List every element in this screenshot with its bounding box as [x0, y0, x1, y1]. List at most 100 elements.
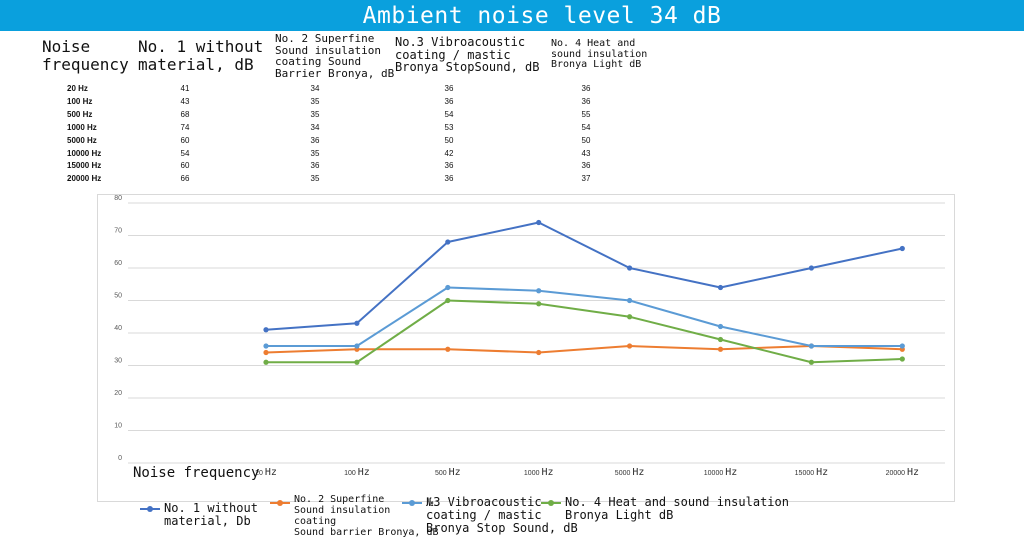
table-cell-v2: 35: [310, 174, 320, 184]
series-2-point: [717, 346, 724, 352]
table-row-frequency: 20 Hz: [67, 84, 88, 93]
table-cell-v4: 43: [581, 148, 591, 158]
table-row-frequency: 10000 Hz: [67, 148, 102, 158]
legend-label: No. 2 Superfine Sound insulation coating…: [294, 494, 439, 538]
table-header-line: coating Sound: [275, 55, 362, 69]
table-cell-v3: 36: [444, 96, 454, 106]
table-cell-v2: 35: [310, 96, 320, 106]
series-line-1: [265, 221, 903, 331]
table-header-line: No.3 Vibroacoustic: [395, 35, 526, 49]
x-tick-unit: Hz: [265, 467, 277, 478]
series-3-point: [354, 343, 360, 349]
x-tick-label: 15000 Hz: [795, 467, 828, 478]
table-cell-v1: 68: [180, 109, 190, 119]
series-2-point: [445, 346, 451, 352]
x-tick-unit: Hz: [449, 467, 461, 478]
table-cell-v1: 60: [180, 161, 190, 171]
x-tick-unit: Hz: [632, 467, 644, 478]
table-cell-v3: 42: [444, 148, 454, 158]
table-header-line: Sound insulation: [275, 43, 381, 57]
series-4-point: [899, 356, 905, 362]
y-tick-label: 70: [114, 228, 122, 235]
table-cell-v4: 50: [581, 135, 591, 145]
x-axis-label: Noise frequency: [133, 465, 259, 481]
series-3-point: [263, 343, 269, 349]
x-tick-label: 500 Hz: [435, 467, 461, 478]
legend-swatch: [140, 503, 160, 513]
x-tick-label: 20 Hz: [255, 467, 277, 478]
series-1-point: [717, 284, 724, 291]
table-header-1: Noise frequency: [42, 37, 129, 75]
table-cell-v4: 55: [581, 109, 591, 119]
table-header-line: Noise: [42, 37, 91, 56]
series-2-point: [627, 343, 633, 349]
table-cell-v3: 53: [444, 122, 454, 132]
table-row-frequency: 1000 Hz: [67, 122, 97, 132]
table-cell-v2: 36: [310, 135, 320, 145]
table-header-line: No. 4 Heat and: [551, 38, 636, 49]
series-4-point: [717, 336, 724, 343]
series-4-point: [808, 359, 815, 365]
table-cell-v1: 54: [180, 148, 190, 158]
series-3-point: [536, 288, 542, 294]
x-tick-label: 10000 Hz: [704, 467, 737, 478]
legend-label: No. 1 without material, Db: [164, 501, 258, 529]
series-3-point: [627, 297, 633, 304]
table-cell-v2: 35: [310, 148, 320, 158]
legend-item-4: No. 4 Heat and sound insulation Bronya L…: [541, 495, 789, 523]
legend-item-3: №3 Vibroacoustic coating / mastic Bronya…: [402, 495, 578, 536]
table-cell-v1: 41: [180, 84, 190, 93]
x-tick-label: 1000 Hz: [524, 467, 554, 478]
table-cell-v2: 34: [310, 84, 320, 93]
table-header-line: Bronya Light dB: [551, 59, 642, 70]
table-cell-v3: 36: [444, 161, 454, 171]
x-tick-label: 100 Hz: [344, 467, 370, 478]
table-header-line: coating / mastic: [395, 47, 511, 62]
legend-label: №3 Vibroacoustic coating / mastic Bronya…: [426, 495, 578, 536]
series-4-point: [263, 359, 269, 365]
y-tick-label: 20: [114, 390, 122, 397]
table-cell-v2: 35: [310, 109, 320, 119]
legend-swatch-dot: [548, 500, 554, 506]
series-4-point: [354, 359, 360, 365]
legend-swatch: [402, 497, 422, 507]
legend-swatch: [541, 497, 561, 507]
legend-label: No. 4 Heat and sound insulation Bronya L…: [565, 495, 789, 523]
x-tick-label: 20000 Hz: [886, 467, 919, 478]
legend-swatch: [270, 497, 290, 507]
table-row-frequency: 15000 Hz: [67, 161, 102, 171]
table-cell-v1: 66: [180, 174, 190, 184]
y-tick-label: 50: [114, 293, 122, 300]
table-cell-v3: 36: [444, 84, 454, 93]
table-cell-v3: 54: [444, 109, 454, 119]
table-header-line: Bronya StopSound, dB: [395, 60, 540, 75]
x-tick-unit: Hz: [907, 467, 919, 478]
series-3-point: [717, 323, 724, 330]
y-tick-label: 10: [114, 423, 122, 430]
series-3-point: [808, 343, 815, 349]
table-cell-v3: 50: [444, 135, 454, 145]
y-tick-label: 80: [114, 195, 122, 202]
banner-title: Ambient noise level 34 dB: [362, 2, 722, 29]
table-header-4: No.3 Vibroacoustic coating / mastic Bronya…: [395, 36, 540, 74]
table-cell-v4: 54: [581, 122, 591, 132]
table-cell-v3: 36: [444, 174, 454, 184]
x-tick-unit: Hz: [725, 467, 737, 478]
table-row-frequency: 5000 Hz: [67, 135, 97, 145]
table-row-frequency: 20000 Hz: [67, 174, 102, 184]
table-header-2: No. 1 without material, dB: [138, 37, 263, 75]
series-4-point: [445, 297, 451, 304]
table-header-line: Barrier Bronya, dB: [275, 66, 395, 80]
series-3-point: [445, 284, 451, 291]
series-1-point: [808, 265, 815, 271]
legend-item-1: No. 1 without material, Db: [140, 501, 258, 529]
series-1-point: [536, 219, 542, 226]
table-cell-v2: 34: [310, 122, 320, 132]
chart-frame: [97, 194, 955, 502]
table-cell-v1: 74: [180, 122, 190, 132]
series-1-point: [899, 245, 905, 252]
table-row-frequency: 100 Hz: [67, 96, 93, 106]
series-1-point: [445, 239, 451, 245]
y-tick-label: 40: [114, 325, 122, 332]
